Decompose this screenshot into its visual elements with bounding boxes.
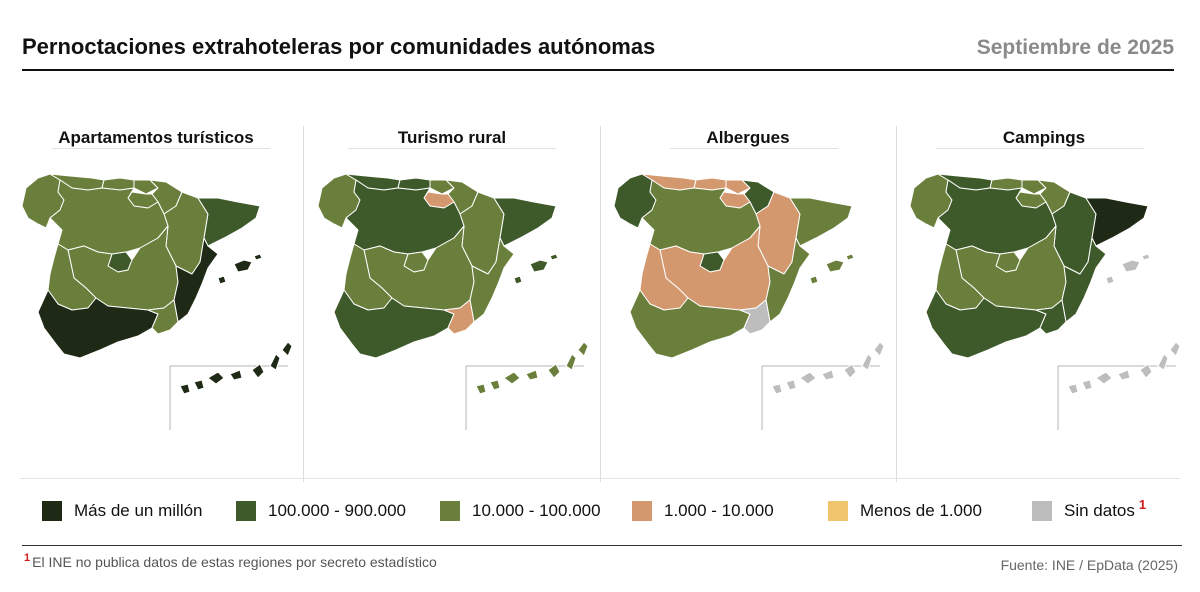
canarias-inset-frame <box>169 365 288 430</box>
legend-label: 10.000 - 100.000 <box>472 501 601 520</box>
region-cataluna <box>493 197 557 247</box>
map-legend: Más de un millón 100.000 - 900.000 10.00… <box>20 478 1180 543</box>
region-murcia <box>1035 299 1067 335</box>
map-title: Campings <box>1002 128 1086 147</box>
region-murcia <box>147 299 179 335</box>
map-title-rule <box>670 148 838 149</box>
spain-map <box>317 173 589 430</box>
region-cataluna <box>197 197 261 247</box>
footer-divider <box>22 545 1182 546</box>
region-canarias <box>179 341 293 395</box>
legend-label-text: Sin datos <box>1064 501 1135 520</box>
panel-divider <box>896 126 897 482</box>
spain-map <box>909 173 1181 430</box>
footnote-marker: 1 <box>24 552 31 564</box>
legend-swatch <box>632 501 652 521</box>
footnote-marker: 1 <box>1138 497 1147 512</box>
footnote-text: El INE no publica datos de estas regione… <box>32 554 437 570</box>
legend-label: 100.000 - 900.000 <box>268 501 407 520</box>
legend-swatch <box>42 501 62 521</box>
canarias-inset-frame <box>1057 365 1176 430</box>
legend-label: Sin datos 1 <box>1064 497 1146 521</box>
region-murcia <box>739 299 771 335</box>
source-credit: Fuente: INE / EpData (2025) <box>1000 557 1178 573</box>
region-pais-vasco <box>133 179 159 195</box>
region-canarias <box>475 341 589 395</box>
region-cataluna <box>1085 197 1149 247</box>
map-panel-campings: Campings <box>896 118 1192 480</box>
map-title-rule <box>52 148 270 149</box>
footnote: 1 El INE no publica datos de estas region… <box>24 552 437 570</box>
region-canarias <box>1067 341 1181 395</box>
region-pais-vasco <box>429 179 455 195</box>
region-baleares <box>217 253 263 285</box>
region-baleares <box>1105 253 1151 285</box>
map-title: Albergues <box>706 128 790 147</box>
canarias-inset-frame <box>465 365 584 430</box>
region-cataluna <box>789 197 853 247</box>
spain-map <box>613 173 885 430</box>
page-title: Pernoctaciones extrahoteleras por comuni… <box>22 34 656 59</box>
region-pais-vasco <box>725 179 751 195</box>
map-title: Turismo rural <box>397 128 507 147</box>
canarias-inset-frame <box>761 365 880 430</box>
chart-header: Pernoctaciones extrahoteleras por comuni… <box>22 34 1174 70</box>
map-panel-turismo-rural: Turismo rural <box>304 118 600 480</box>
period-label: Septiembre de 2025 <box>976 36 1174 59</box>
legend-swatch <box>828 501 848 521</box>
panel-divider <box>600 126 601 482</box>
legend-swatch <box>440 501 460 521</box>
map-panels: Apartamentos turísticos Turismo rural Al… <box>8 118 1188 482</box>
legend-swatch <box>1032 501 1052 521</box>
title-divider <box>22 69 1174 71</box>
map-panel-albergues: Albergues <box>600 118 896 480</box>
map-title-rule <box>348 148 556 149</box>
map-title: Apartamentos turísticos <box>58 128 254 147</box>
region-pais-vasco <box>1021 179 1047 195</box>
panel-divider <box>303 126 304 482</box>
legend-label: 1.000 - 10.000 <box>664 501 774 520</box>
region-baleares <box>513 253 559 285</box>
map-panel-apartamentos: Apartamentos turísticos <box>8 118 304 480</box>
region-baleares <box>809 253 855 285</box>
map-title-rule <box>936 148 1144 149</box>
region-canarias <box>771 341 885 395</box>
legend-label: Menos de 1.000 <box>860 501 982 520</box>
legend-swatch <box>236 501 256 521</box>
spain-map <box>21 173 293 430</box>
legend-label: Más de un millón <box>74 501 203 520</box>
region-murcia <box>443 299 475 335</box>
